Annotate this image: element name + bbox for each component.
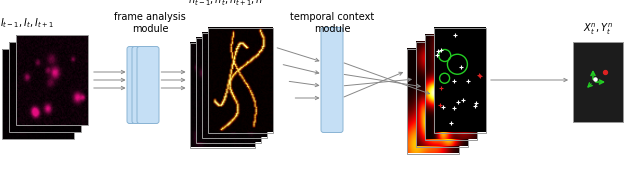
Bar [9,42,81,132]
Point [470,105,481,108]
Text: $X_t^n, Y_t^n$: $X_t^n, Y_t^n$ [583,22,613,37]
Bar [189,42,255,148]
Point [474,74,484,76]
Point [436,49,446,52]
Point [470,102,481,105]
Text: temporal context
module: temporal context module [290,12,374,34]
Bar [16,35,88,125]
Bar [407,48,459,154]
Bar [2,49,74,139]
Point [432,53,442,56]
Point [433,49,443,52]
Point [445,122,456,124]
FancyBboxPatch shape [132,47,154,123]
Point [449,107,460,109]
Point [475,75,485,77]
Text: $h_{t-1}, h_t, h_{t+1}, \tilde{h}$: $h_{t-1}, h_t, h_{t+1}, \tilde{h}$ [189,0,264,8]
Point [458,98,468,101]
Point [463,80,473,82]
Bar [207,28,273,132]
FancyBboxPatch shape [137,47,159,123]
Point [435,104,445,106]
FancyBboxPatch shape [321,28,343,132]
Bar [202,32,266,138]
Point [436,87,446,90]
Point [600,71,610,73]
Point [456,65,467,68]
Point [590,78,600,80]
Bar [195,38,260,142]
Bar [425,35,477,140]
Point [438,106,449,109]
Bar [416,41,468,147]
Point [450,34,460,37]
Bar [573,42,623,122]
Text: frame analysis
module: frame analysis module [114,12,186,34]
Text: $p_t, \alpha_t, \Delta x_t, \Delta y_t, \Delta z_t$: $p_t, \alpha_t, \Delta x_t, \Delta y_t, … [419,0,505,3]
Point [453,101,463,104]
Point [449,79,460,82]
Text: $I_{t-1}, I_t, I_{t+1}$: $I_{t-1}, I_t, I_{t+1}$ [0,16,54,30]
Bar [434,28,486,132]
FancyBboxPatch shape [127,47,149,123]
